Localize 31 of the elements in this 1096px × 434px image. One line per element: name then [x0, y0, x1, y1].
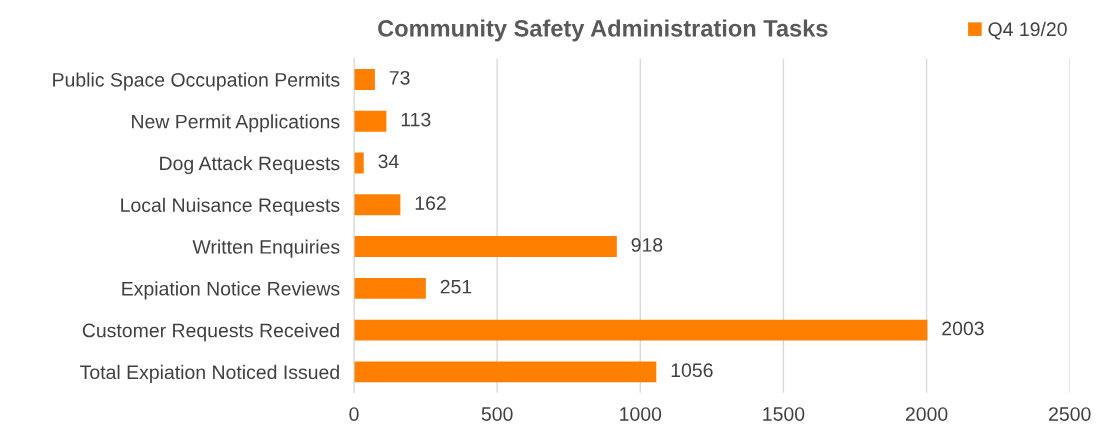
- bar: [354, 69, 375, 90]
- y-tick-label: Customer Requests Received: [82, 323, 339, 342]
- x-tick-label: 2500: [1049, 407, 1091, 421]
- x-tick-label: 0: [349, 407, 359, 421]
- x-tick-label: 1000: [620, 407, 662, 421]
- chart-title: Community Safety Administration Tasks: [378, 19, 828, 42]
- x-tick-label: 1500: [763, 407, 805, 421]
- data-label: 1056: [671, 363, 713, 378]
- y-tick-label: Dog Attack Requests: [160, 155, 340, 175]
- bar: [354, 319, 928, 341]
- legend-label: Q4 19/20: [988, 21, 1067, 40]
- data-label: 73: [389, 70, 410, 85]
- data-label: 34: [378, 154, 399, 169]
- bar: [354, 194, 401, 216]
- y-tick-label: New Permit Applications: [132, 114, 340, 133]
- y-tick-label: Public Space Occupation Permits: [53, 72, 340, 91]
- bar: [354, 361, 657, 383]
- y-tick-label: Total Expiation Noticed Issued: [80, 364, 339, 383]
- data-label: 2003: [942, 321, 984, 336]
- bar: [354, 110, 387, 132]
- data-label: 251: [440, 279, 472, 294]
- x-tick-label: 2000: [905, 407, 948, 421]
- data-label: 162: [415, 196, 446, 211]
- y-tick-label: Local Nuisance Requests: [121, 197, 340, 216]
- data-label: 918: [631, 238, 663, 252]
- y-tick-label: Written Enquiries: [192, 239, 340, 258]
- bar: [354, 236, 617, 258]
- bar: [354, 277, 426, 299]
- y-tick-label: Expiation Notice Reviews: [122, 281, 340, 300]
- data-label: 113: [401, 112, 431, 127]
- x-tick-label: 500: [481, 407, 513, 421]
